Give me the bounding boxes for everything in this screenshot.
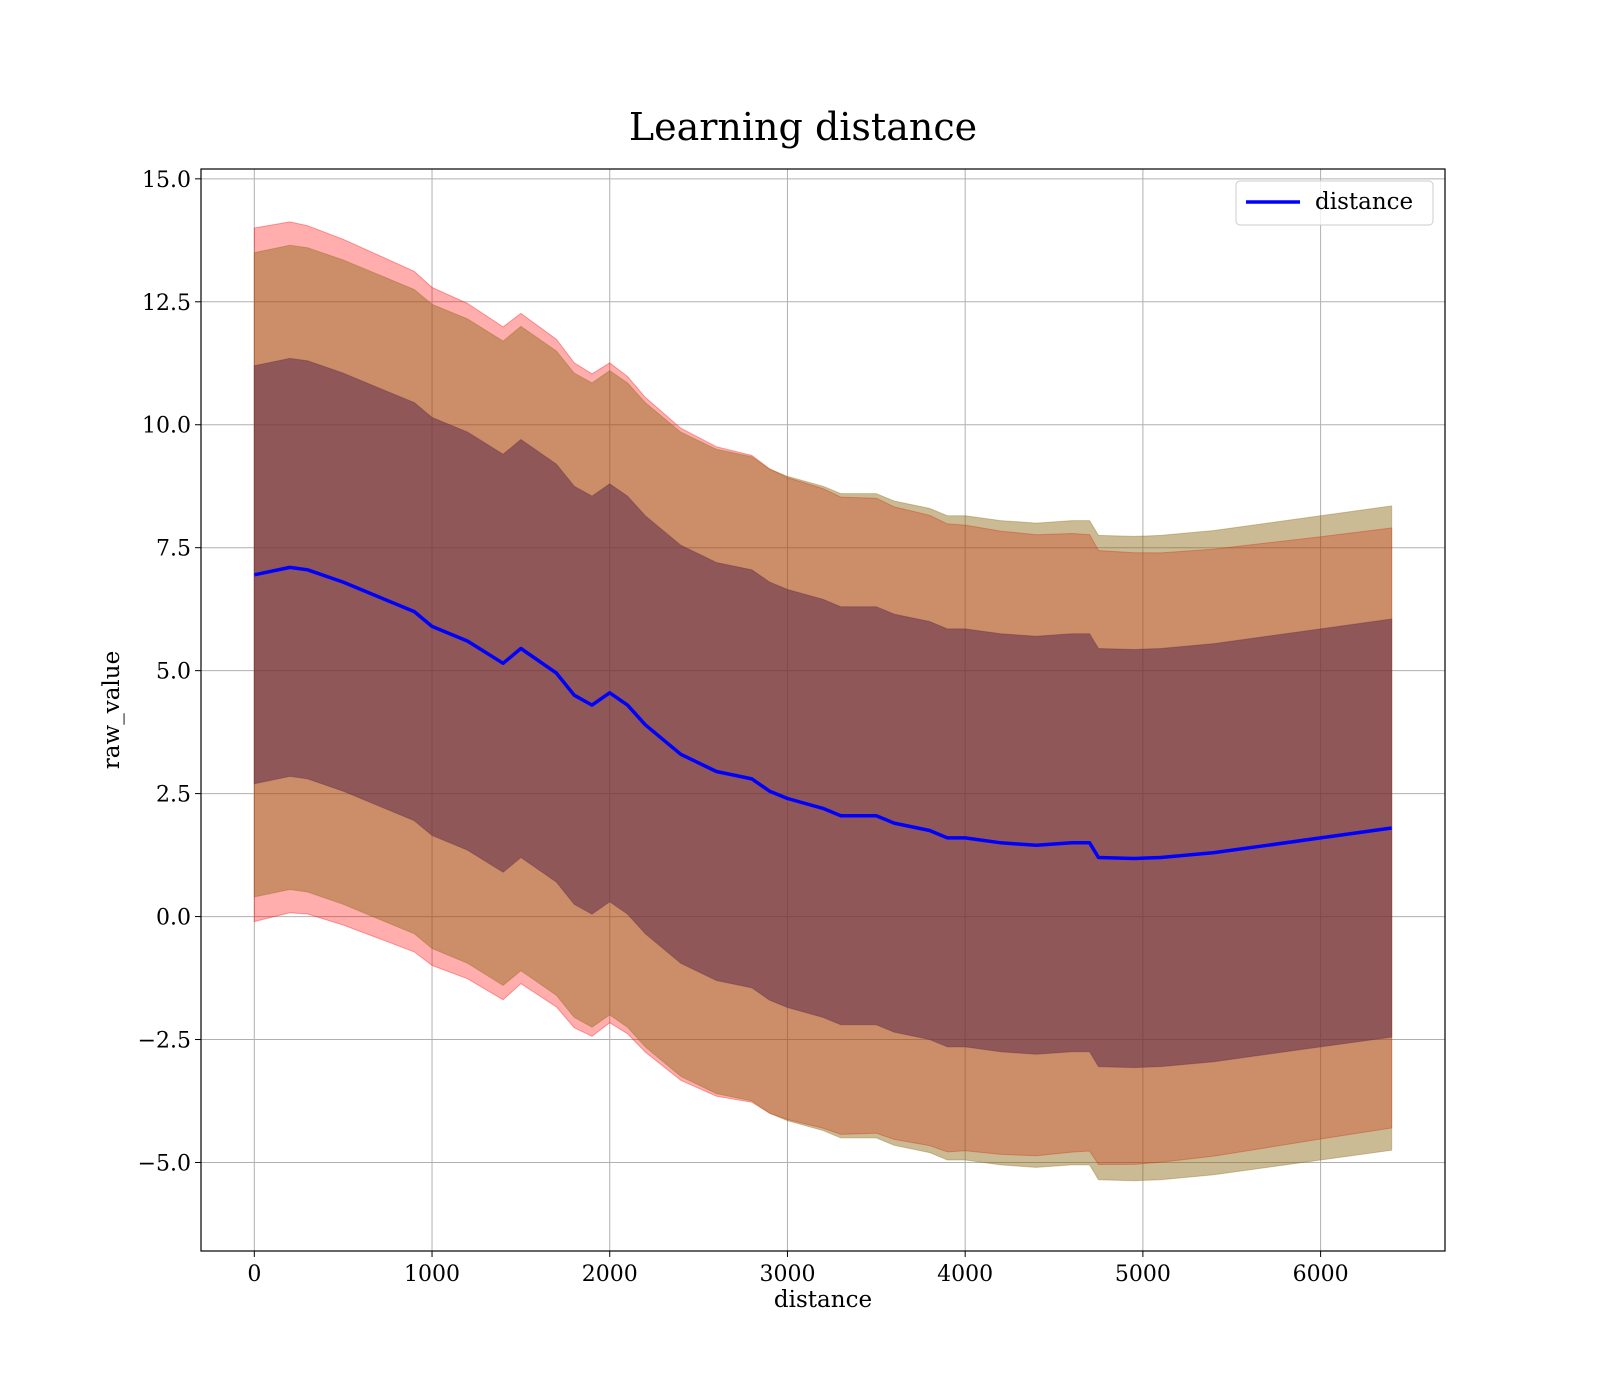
x-axis-label: distance (774, 1287, 872, 1313)
y-tick-label-5: 7.5 (156, 537, 191, 562)
y-axis-label: raw_value (99, 651, 125, 769)
y-tick-label-4: 5.0 (156, 660, 191, 685)
x-tick-label-4: 4000 (937, 1262, 993, 1287)
series-line-distance (253, 565, 1392, 861)
x-tick-label-5: 5000 (1115, 1262, 1171, 1287)
legend-box (1235, 180, 1434, 226)
legend: distance (1235, 180, 1434, 226)
x-tick-label-2: 2000 (582, 1262, 638, 1287)
x-tick-label-1: 1000 (404, 1262, 460, 1287)
x-tick-label-3: 3000 (759, 1262, 815, 1287)
series-lines (253, 565, 1392, 861)
legend-label-distance: distance (1315, 189, 1413, 215)
plot-frame (200, 168, 1446, 1252)
y-axis-ticks: −5.0 −2.5 0.0 2.5 5.0 7.5 10.0 12.5 15.0 (138, 168, 201, 1176)
y-tick-label-3: 2.5 (156, 783, 191, 808)
chart-title: Learning distance (629, 105, 977, 149)
y-tick-label-7: 12.5 (142, 291, 191, 316)
y-tick-label-8: 15.0 (142, 168, 191, 193)
y-tick-label-2: 0.0 (156, 906, 191, 931)
x-tick-label-6: 6000 (1293, 1262, 1349, 1287)
std-bands (253, 221, 1393, 1182)
band-inner (253, 357, 1393, 1069)
y-tick-label-1: −2.5 (138, 1029, 191, 1054)
y-tick-label-6: 10.0 (142, 414, 191, 439)
x-axis-ticks: 0 1000 2000 3000 4000 5000 6000 (247, 1251, 1349, 1287)
x-tick-label-0: 0 (247, 1262, 261, 1287)
y-tick-label-0: −5.0 (138, 1151, 191, 1176)
